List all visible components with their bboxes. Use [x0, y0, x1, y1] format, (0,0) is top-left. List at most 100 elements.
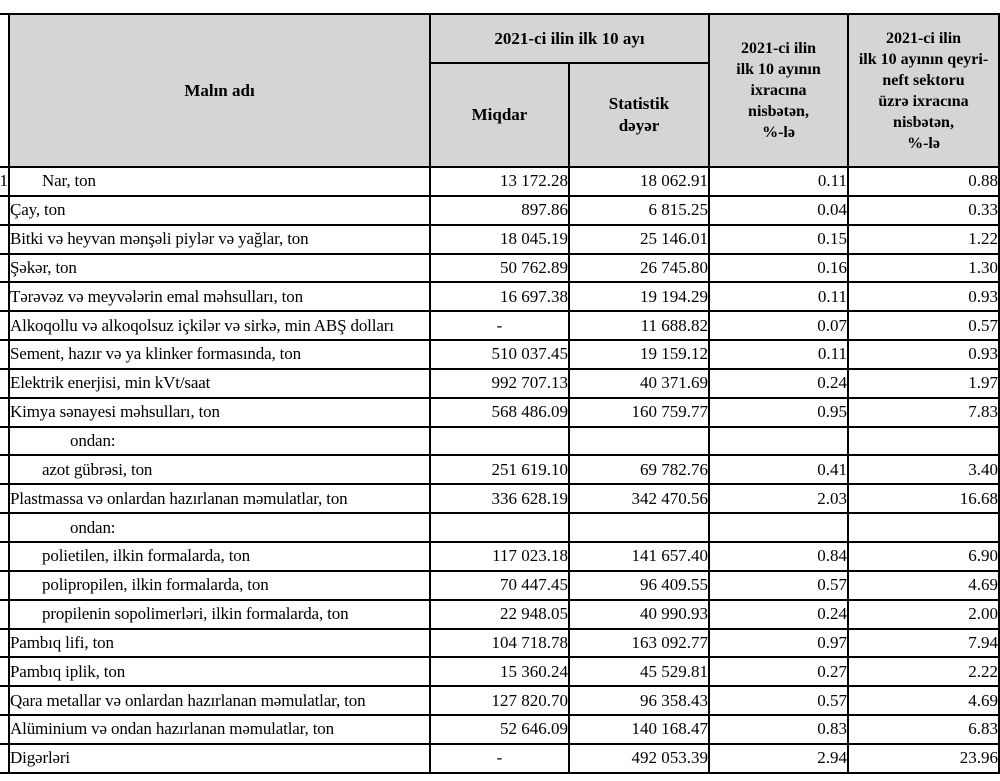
- share-nonoil-cell: 1.30: [847, 252, 1000, 284]
- row-number-cell: [0, 454, 10, 486]
- row-number-cell: [0, 396, 10, 428]
- quantity-cell: 52 646.09: [429, 714, 570, 745]
- product-cell: Çay, ton: [8, 194, 431, 226]
- table-row: Sement, hazır və ya klinker formasında, …: [0, 339, 1000, 370]
- table-row: Alkoqollu və alkoqolsuz içkilər və sirkə…: [0, 310, 1000, 342]
- value-cell: 19 159.12: [568, 339, 710, 370]
- share-nonoil-cell: 3.40: [847, 454, 1000, 486]
- product-cell: Pambıq iplik, ton: [8, 656, 431, 688]
- share-nonoil-cell: 1.97: [847, 367, 1000, 399]
- table-row: propilenin sopolimerləri, ilkin formalar…: [0, 598, 1000, 630]
- table-body: 1 Nar, ton 13 172.28 18 062.91 0.11 0.88…: [0, 166, 1000, 774]
- share-total-cell: 0.15: [708, 223, 849, 255]
- value-cell: 6 815.25: [568, 194, 710, 226]
- product-cell: Şəkər, ton: [8, 252, 431, 284]
- row-number-cell: [0, 194, 10, 226]
- product-cell: propilenin sopolimerləri, ilkin formalar…: [8, 598, 431, 630]
- quantity-cell: 22 948.05: [429, 598, 570, 630]
- table-row: Elektrik enerjisi, min kVt/saat 992 707.…: [0, 367, 1000, 399]
- share-nonoil-cell: 7.94: [847, 627, 1000, 659]
- share-total-cell: [708, 512, 849, 543]
- product-cell: Plastmassa və onlardan hazırlanan məmula…: [8, 483, 431, 515]
- row-number-cell: [0, 425, 10, 457]
- table-row: Qara metallar və onlardan hazırlanan məm…: [0, 685, 1000, 717]
- col-header-statistic-value: Statistik dəyər: [568, 62, 710, 168]
- table-row: Tərəvəz və meyvələrin emal məhsulları, t…: [0, 281, 1000, 313]
- product-cell: Kimya sənayesi məhsulları, ton: [8, 396, 431, 428]
- product-cell: polietilen, ilkin formalarda, ton: [8, 540, 431, 572]
- row-number-cell: [0, 742, 10, 774]
- share-nonoil-cell: 6.90: [847, 540, 1000, 572]
- share-total-cell: 0.97: [708, 627, 849, 659]
- table-row: 1 Nar, ton 13 172.28 18 062.91 0.11 0.88: [0, 166, 1000, 197]
- value-cell: 96 409.55: [568, 569, 710, 601]
- col-header-product: Malın adı: [8, 13, 431, 168]
- quantity-cell: [429, 512, 570, 543]
- row-number-cell: [0, 656, 10, 688]
- product-cell: polipropilen, ilkin formalarda, ton: [8, 569, 431, 601]
- value-cell: 140 168.47: [568, 714, 710, 745]
- share-nonoil-cell: 1.22: [847, 223, 1000, 255]
- quantity-cell: 992 707.13: [429, 367, 570, 399]
- table-row: Çay, ton 897.86 6 815.25 0.04 0.33: [0, 194, 1000, 226]
- col-header-period-group: 2021-ci ilin ilk 10 ayı: [429, 13, 710, 64]
- value-cell: 11 688.82: [568, 310, 710, 342]
- row-number-cell: [0, 483, 10, 515]
- row-number-cell: [0, 252, 10, 284]
- value-cell: 45 529.81: [568, 656, 710, 688]
- share-nonoil-cell: 2.00: [847, 598, 1000, 630]
- row-number-cell: [0, 339, 10, 370]
- table-row: Bitki və heyvan mənşəli piylər və yağlar…: [0, 223, 1000, 255]
- share-total-cell: 0.24: [708, 367, 849, 399]
- col-header-share-of-exports: 2021-ci ilin ilk 10 ayının ixracına nisb…: [708, 13, 849, 168]
- share-total-cell: 0.83: [708, 714, 849, 745]
- share-total-cell: 0.07: [708, 310, 849, 342]
- table-row: ondan:: [0, 512, 1000, 543]
- quantity-cell: 897.86: [429, 194, 570, 226]
- product-cell: Tərəvəz və meyvələrin emal məhsulları, t…: [8, 281, 431, 313]
- share-nonoil-cell: 0.88: [847, 166, 1000, 197]
- share-total-cell: 0.11: [708, 281, 849, 313]
- row-number-cell: [0, 310, 10, 342]
- share-nonoil-cell: 4.69: [847, 685, 1000, 717]
- row-number-cell: [0, 714, 10, 745]
- product-cell: Alüminium və ondan hazırlanan məmulatlar…: [8, 714, 431, 745]
- share-nonoil-cell: 0.93: [847, 339, 1000, 370]
- share-nonoil-cell: 2.22: [847, 656, 1000, 688]
- product-cell: ondan:: [8, 425, 431, 457]
- header-row-top: Malın adı 2021-ci ilin ilk 10 ayı 2021-c…: [0, 13, 1000, 168]
- row-number-cell: [0, 512, 10, 543]
- share-total-cell: 0.11: [708, 166, 849, 197]
- quantity-cell: 117 023.18: [429, 540, 570, 572]
- value-cell: 96 358.43: [568, 685, 710, 717]
- product-cell: azot gübrəsi, ton: [8, 454, 431, 486]
- share-nonoil-cell: 6.83: [847, 714, 1000, 745]
- product-cell: ondan:: [8, 512, 431, 543]
- product-cell: Bitki və heyvan mənşəli piylər və yağlar…: [8, 223, 431, 255]
- table-header: Malın adı 2021-ci ilin ilk 10 ayı 2021-c…: [0, 13, 1000, 168]
- share-nonoil-cell: 0.33: [847, 194, 1000, 226]
- quantity-cell: 18 045.19: [429, 223, 570, 255]
- row-number-cell: 1: [0, 166, 10, 197]
- quantity-cell: -: [429, 310, 570, 342]
- value-cell: 342 470.56: [568, 483, 710, 515]
- quantity-cell: 50 762.89: [429, 252, 570, 284]
- quantity-cell: 568 486.09: [429, 396, 570, 428]
- share-total-cell: 2.94: [708, 742, 849, 774]
- table-row: Pambıq iplik, ton 15 360.24 45 529.81 0.…: [0, 656, 1000, 688]
- row-number-cell: [0, 627, 10, 659]
- export-table: Malın adı 2021-ci ilin ilk 10 ayı 2021-c…: [0, 13, 1000, 774]
- table-row: Kimya sənayesi məhsulları, ton 568 486.0…: [0, 396, 1000, 428]
- share-nonoil-cell: [847, 512, 1000, 543]
- value-cell: 141 657.40: [568, 540, 710, 572]
- col-header-share-of-nonoil-exports: 2021-ci ilin ilk 10 ayının qeyri- neft s…: [847, 13, 1000, 168]
- quantity-cell: 16 697.38: [429, 281, 570, 313]
- share-total-cell: [708, 425, 849, 457]
- value-cell: 19 194.29: [568, 281, 710, 313]
- value-cell: 160 759.77: [568, 396, 710, 428]
- table-row: Plastmassa və onlardan hazırlanan məmula…: [0, 483, 1000, 515]
- share-nonoil-cell: 16.68: [847, 483, 1000, 515]
- value-cell: 163 092.77: [568, 627, 710, 659]
- share-nonoil-cell: 0.57: [847, 310, 1000, 342]
